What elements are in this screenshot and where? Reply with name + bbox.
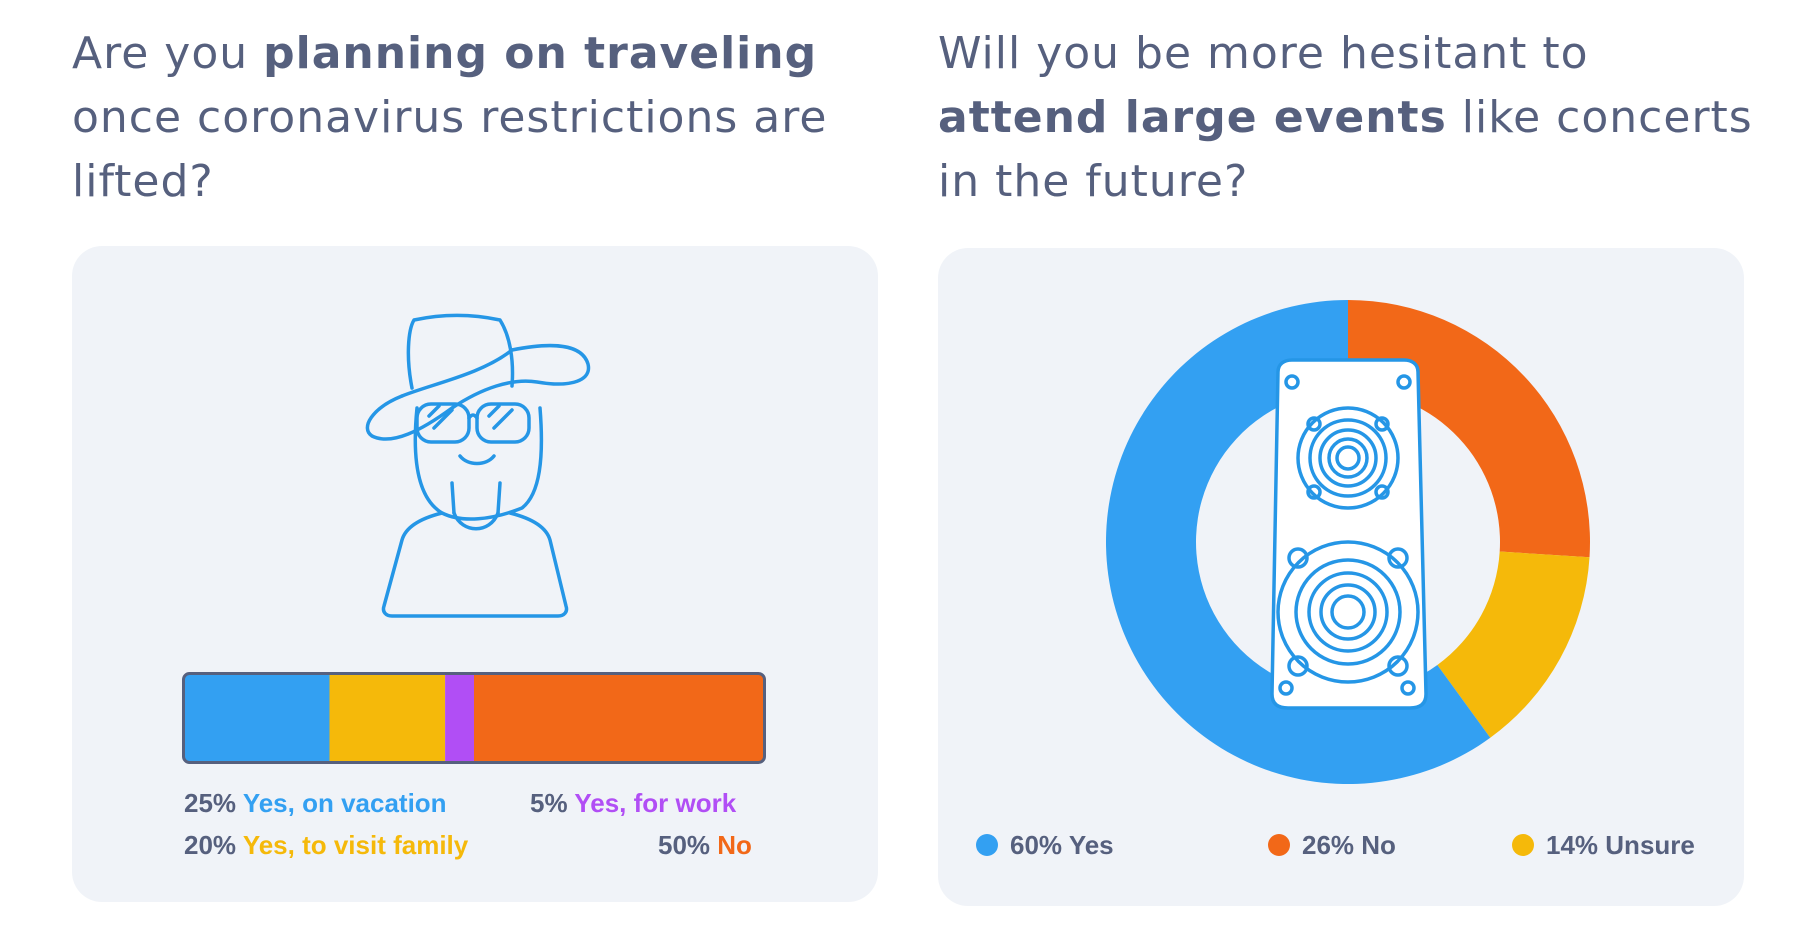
donut-slice-yes — [1105, 300, 1491, 784]
right-title-prefix: Will you be more hesitant to — [938, 28, 1589, 79]
events-panel: 60% Yes 26% No 14% Unsure — [938, 248, 1744, 906]
right-title-suffix: like concerts in the future? — [938, 92, 1753, 207]
speaker-icon — [1270, 358, 1428, 710]
legend-yes-label: Yes — [1068, 830, 1114, 860]
legend-vacation: 25% Yes, on vacation — [184, 788, 447, 819]
right-question-title: Will you be more hesitant to attend larg… — [938, 22, 1778, 214]
legend-unsure-dot — [1512, 834, 1534, 856]
legend-no-dot — [1268, 834, 1290, 856]
bar-segment-2 — [329, 675, 446, 761]
left-question-title: Are you planning on traveling once coron… — [72, 22, 872, 214]
legend-yes-percent: 60% — [1010, 830, 1063, 860]
bar-segment-1 — [185, 675, 330, 761]
travel-panel: 25% Yes, on vacation 5% Yes, for work 20… — [72, 246, 878, 902]
legend-work: 5% Yes, for work — [530, 788, 736, 819]
legend-family-label: Yes, to visit family — [242, 830, 469, 860]
legend-no-percent: 50% — [658, 830, 711, 860]
donut-slice-unsure — [1437, 551, 1590, 738]
legend-no: 50% No — [658, 830, 752, 861]
legend-vacation-label: Yes, on vacation — [242, 788, 447, 818]
legend-unsure: 14% Unsure — [1546, 830, 1695, 861]
left-title-emphasis: planning on traveling — [263, 28, 818, 79]
bar-segment-4 — [474, 675, 763, 761]
legend-yes-dot — [976, 834, 998, 856]
bar-segment-3 — [445, 675, 474, 761]
legend-family: 20% Yes, to visit family — [184, 830, 468, 861]
left-title-prefix: Are you — [72, 28, 264, 79]
legend-yes: 60% Yes — [1010, 830, 1114, 861]
right-title-emphasis: attend large events — [938, 92, 1447, 143]
legend-no-events: 26% No — [1302, 830, 1396, 861]
traveler-with-sunhat-icon — [365, 313, 591, 618]
stacked-bar-chart — [182, 672, 766, 764]
left-title-suffix: once coronavirus restrictions are lifted… — [72, 92, 828, 207]
legend-work-percent: 5% — [530, 788, 568, 818]
legend-no-events-percent: 26% — [1302, 830, 1355, 860]
legend-no-label: No — [717, 830, 752, 860]
legend-family-percent: 20% — [184, 830, 237, 860]
legend-unsure-percent: 14% — [1546, 830, 1599, 860]
legend-work-label: Yes, for work — [574, 788, 737, 818]
bar-outline — [182, 672, 766, 764]
legend-no-events-label: No — [1361, 830, 1396, 860]
legend-vacation-percent: 25% — [184, 788, 237, 818]
legend-unsure-label: Unsure — [1605, 830, 1695, 860]
